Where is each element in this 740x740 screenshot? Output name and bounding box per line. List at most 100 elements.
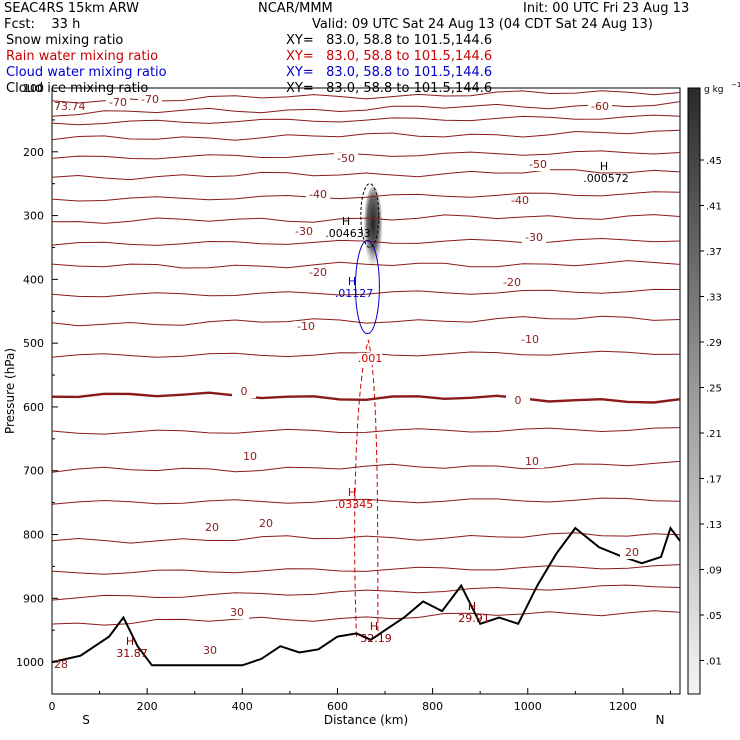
colorbar-tick-label: .13 (706, 520, 722, 531)
colorbar-tick-label: .37 (706, 247, 722, 258)
colorbar-tick-label: .41 (706, 202, 722, 213)
y-tick-label: 200 (23, 146, 44, 159)
y-tick-label: 700 (23, 465, 44, 478)
maximum-marker: H (370, 620, 378, 633)
contour-label-bg (526, 159, 550, 171)
maximum-marker: H (468, 600, 476, 613)
forecast-hour: Fcst: 33 h (4, 17, 81, 32)
contour-label: 30 (230, 606, 244, 619)
colorbar (687, 87, 701, 695)
contour-label-bg (500, 277, 524, 289)
isotherm-line (51, 288, 681, 298)
contour-label: -30 (525, 231, 543, 244)
isotherm-line (51, 391, 681, 404)
contour-label-bg (620, 547, 644, 559)
isotherm-line (51, 460, 681, 473)
maximum-value: .000572 (583, 172, 629, 185)
isotherm-line (51, 427, 681, 435)
colorbar-tick-label: .17 (706, 475, 722, 486)
x-tick-label: 200 (137, 700, 158, 713)
y-tick-label: 600 (23, 401, 44, 414)
colorbar-tick-label: .29 (706, 338, 722, 349)
plot-frame (51, 87, 681, 695)
contour-label-bg (506, 395, 530, 407)
maximum-value: 31.87 (116, 647, 148, 660)
isotherm-line (51, 315, 681, 327)
contour-label-bg (198, 645, 222, 657)
init-time: Init: 00 UTC Fri 23 Aug 13 (523, 1, 690, 16)
x-tick-label: 600 (327, 700, 348, 713)
cloud-water-contour (354, 239, 380, 335)
contour-label: -40 (309, 188, 327, 201)
contour-label: 30 (203, 644, 217, 657)
contour-label: -50 (529, 158, 547, 171)
contour-label: 20 (205, 521, 219, 534)
valid-time: Valid: 09 UTC Sat 24 Aug 13 (04 CDT Sat … (312, 17, 653, 32)
contour-label-bg (520, 456, 544, 468)
maximum-value: .03345 (335, 498, 374, 511)
contour-label: 10 (525, 455, 539, 468)
legend-cloud-ice-xy: XY= 83.0, 58.8 to 101.5,144.6 (286, 81, 493, 96)
south-label: S (82, 713, 90, 727)
isotherm-line (51, 610, 681, 626)
colorbar-tick-label: .05 (706, 611, 722, 622)
legend-cloud-ice-name: Cloud ice mixing ratio (6, 81, 149, 96)
contour-label: -50 (337, 152, 355, 165)
contour-label-bg (254, 518, 278, 530)
legend-cloud-water-xy: XY= 83.0, 58.8 to 101.5,144.6 (286, 65, 493, 80)
y-tick-label: 500 (23, 337, 44, 350)
corner-value: 73.74 (54, 100, 86, 113)
contour-label-bg (238, 451, 262, 463)
contour-label-bg (200, 522, 224, 534)
contour-label: 0 (241, 385, 248, 398)
contour-label: 10 (243, 450, 257, 463)
maximum-value: 32.19 (360, 632, 392, 645)
x-tick-label: 1200 (609, 700, 637, 713)
contour-label-bg (106, 97, 130, 109)
x-tick-label: 800 (422, 700, 443, 713)
colorbar-tick-label: .01 (706, 657, 722, 668)
rain-water-contour (354, 339, 379, 637)
surface-value: 28 (54, 658, 68, 671)
isotherm-line (51, 497, 681, 505)
contour-label: -30 (295, 225, 313, 238)
contour-label: -20 (309, 266, 327, 279)
colorbar-tick-label: .21 (706, 429, 722, 440)
isotherm-line (51, 260, 681, 269)
snow-plume-shading (364, 186, 383, 267)
contour-label-bg (306, 267, 330, 279)
contour-label-bg (225, 607, 249, 619)
colorbar-tick-label: .33 (706, 293, 722, 304)
colorbar-unit: g kg (704, 85, 724, 95)
north-label: N (656, 713, 665, 727)
org-label: NCAR/MMM (258, 1, 333, 16)
isotherm-line (51, 169, 681, 181)
maximum-marker: H (600, 160, 608, 173)
contour-label: 20 (259, 517, 273, 530)
contour-label: 20 (625, 546, 639, 559)
x-axis-label: Distance (km) (324, 713, 408, 727)
y-tick-label: 800 (23, 529, 44, 542)
contour-label-bg (588, 101, 612, 113)
maximum-marker: H (126, 635, 134, 648)
isotherm-line (51, 114, 681, 126)
isotherm-line (51, 350, 681, 358)
contour-label: -40 (511, 194, 529, 207)
y-tick-label: 1000 (16, 656, 44, 669)
contour-label-bg (306, 189, 330, 201)
contour-label: -60 (591, 100, 609, 113)
terrain-line (51, 525, 681, 667)
isotherm-line (51, 101, 681, 117)
maximum-marker: H (348, 275, 356, 288)
y-tick-label: 400 (23, 273, 44, 286)
maximum-marker: H (342, 215, 350, 228)
maximum-value: .01127 (335, 287, 374, 300)
isotherm-line (51, 214, 681, 224)
contour-label-bg (334, 153, 358, 165)
colorbar-tick-label: .45 (706, 156, 722, 167)
isotherm-line (51, 584, 681, 601)
colorbar-unit-exponent: −1 (731, 81, 740, 89)
y-tick-label: 900 (23, 592, 44, 605)
colorbar-tick-label: .25 (706, 384, 722, 395)
